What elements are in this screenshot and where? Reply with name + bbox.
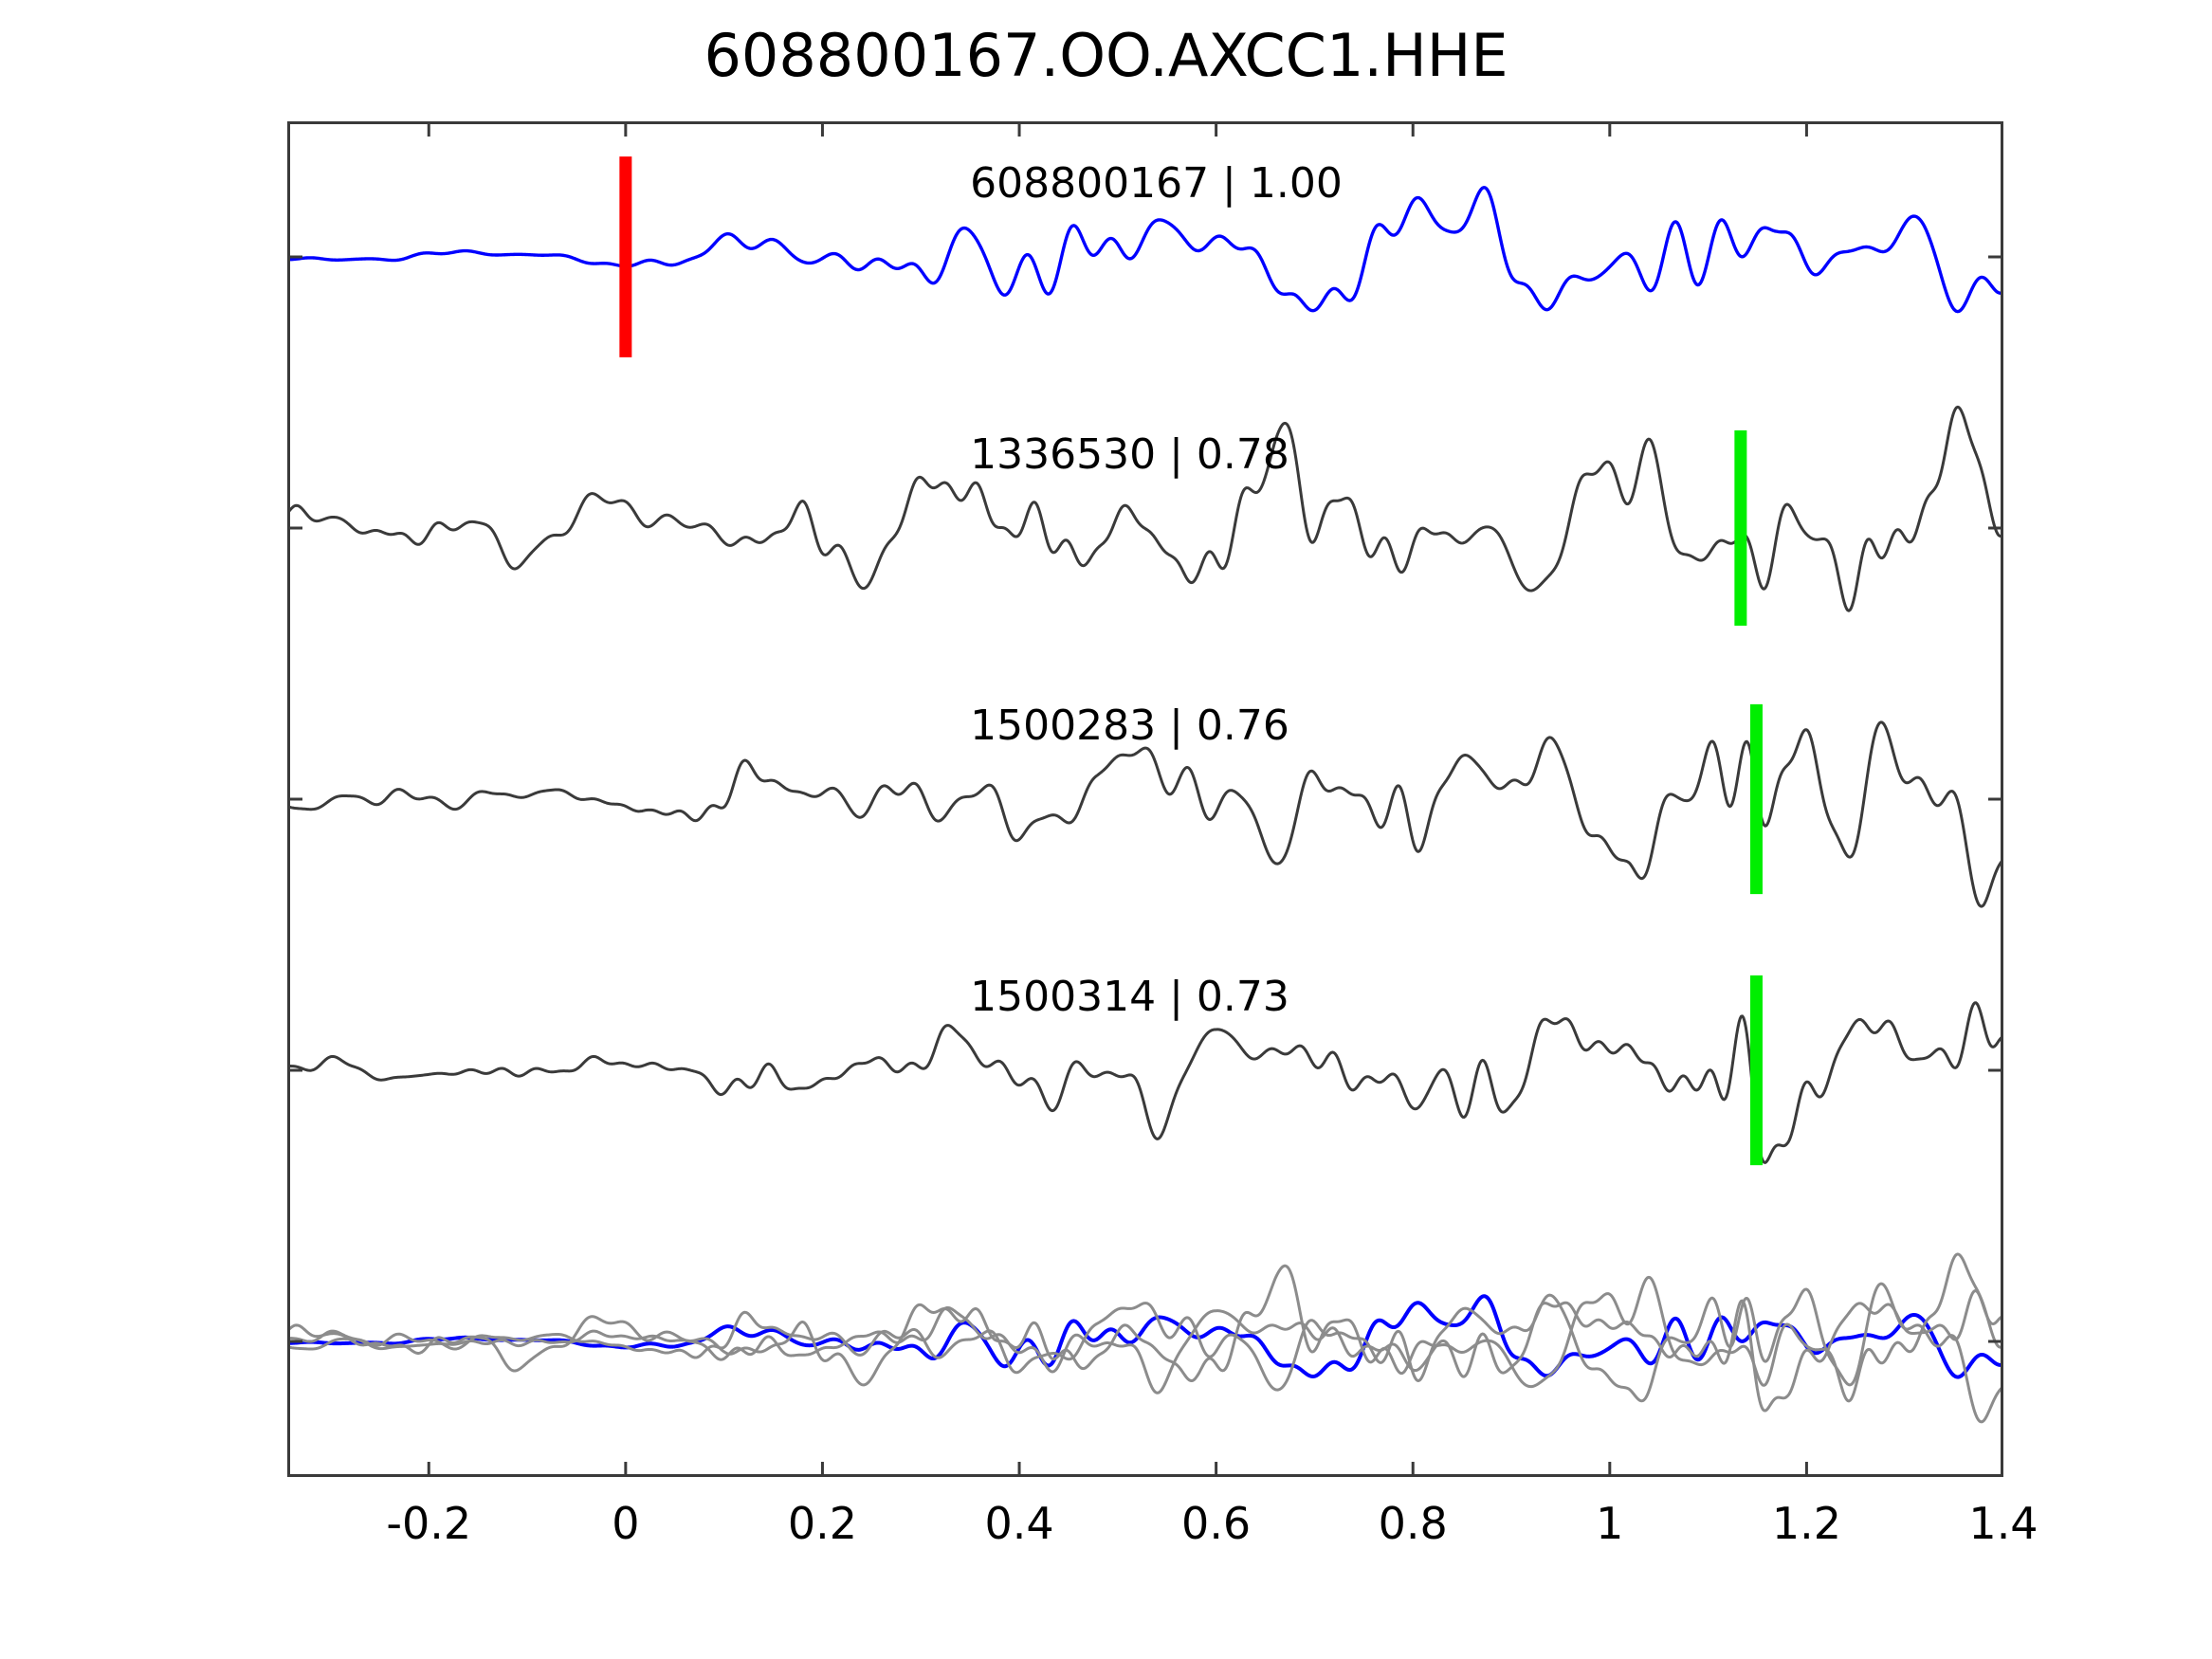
xtick-label-0: 0 (612, 1498, 640, 1549)
trace-label-1336530: 1336530 | 0.78 (970, 429, 1289, 479)
waveform-trace-608800167 (287, 186, 2003, 314)
traces-group (287, 186, 2003, 1424)
xtick-label-0.4: 0.4 (984, 1498, 1054, 1549)
xtick-label-1.2: 1.2 (1771, 1498, 1841, 1549)
trace-label-1500283: 1500283 | 0.76 (970, 701, 1289, 750)
xtick-label-1.4: 1.4 (1968, 1498, 2038, 1549)
xtick-label-0.2: 0.2 (787, 1498, 858, 1549)
stack-overlay-trace-1500314 (287, 1289, 2003, 1413)
axes-frame (287, 121, 2003, 1477)
picks-group (619, 156, 1763, 1166)
xtick-label-0.6: 0.6 (1181, 1498, 1252, 1549)
stack-overlay-trace-1500283 (287, 1282, 2003, 1424)
xtick-label-1: 1 (1596, 1498, 1624, 1549)
trace-label-1500314: 1500314 | 0.73 (970, 972, 1289, 1021)
waveform-trace-1500283 (287, 720, 2003, 908)
page-title: 608800167.OO.AXCC1.HHE (704, 21, 1508, 90)
waveform-trace-1500314 (287, 1001, 2003, 1164)
plot-area: 608800167 | 1.00 1336530 | 0.78 1500283 | … (287, 121, 2003, 1477)
waveform-trace-1336530 (287, 405, 2003, 612)
trace-label-608800167: 608800167 | 1.00 (970, 158, 1343, 208)
waveform-plot-svg (287, 121, 2003, 1477)
xtick-label--0.2: -0.2 (386, 1498, 472, 1549)
xtick-label-0.8: 0.8 (1378, 1498, 1448, 1549)
